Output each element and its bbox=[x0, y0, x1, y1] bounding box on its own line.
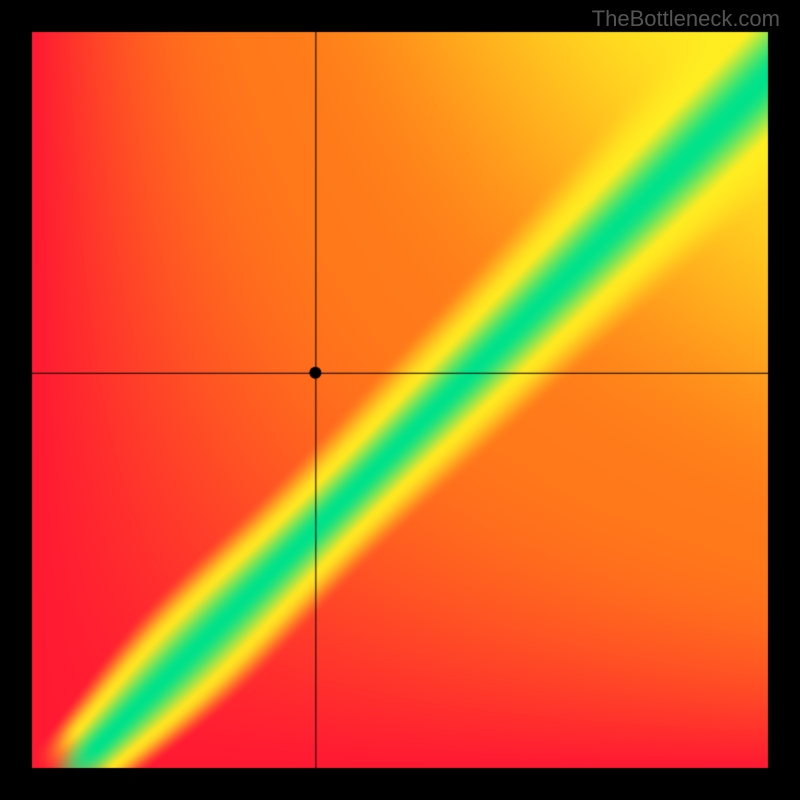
page-root: TheBottleneck.com bbox=[0, 0, 800, 800]
bottleneck-heatmap-canvas bbox=[0, 0, 800, 800]
watermark-text: TheBottleneck.com bbox=[592, 6, 780, 32]
